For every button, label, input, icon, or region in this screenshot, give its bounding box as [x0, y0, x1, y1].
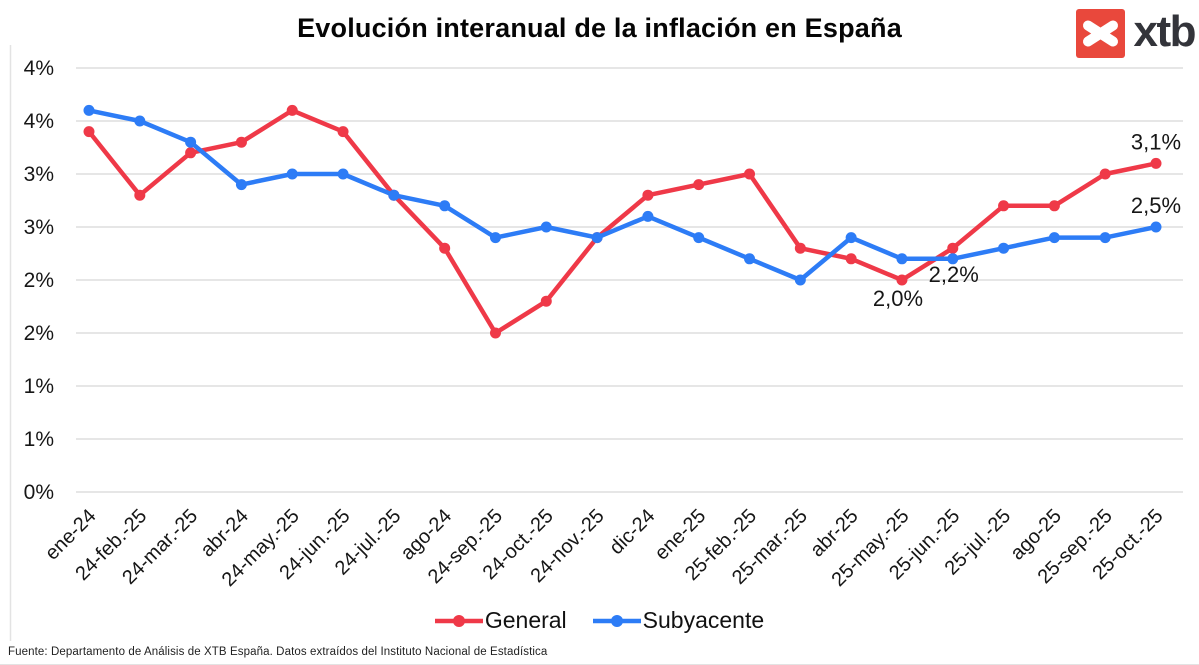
chart-title: Evolución interanual de la inflación en …	[297, 13, 902, 43]
data-point-general	[83, 126, 95, 138]
data-point-general	[337, 126, 349, 138]
data-point-general	[744, 168, 756, 180]
chart-legend: General Subyacente	[0, 607, 1199, 634]
y-axis-tick-label: 3%	[24, 216, 54, 239]
series-line-subyacente	[86, 108, 1159, 283]
data-point-subyacente	[540, 221, 552, 233]
xtb-logo-text: xtb	[1133, 6, 1197, 56]
data-point-subyacente	[947, 253, 959, 265]
data-point-subyacente	[388, 189, 400, 201]
data-point-general	[1048, 200, 1060, 212]
y-axis-tick-label: 1%	[24, 428, 54, 451]
data-point-general	[235, 136, 247, 148]
data-point-general	[896, 274, 908, 286]
y-axis-tick-label: 2%	[24, 269, 54, 292]
data-point-general	[693, 179, 705, 191]
data-point-general	[845, 253, 857, 265]
data-point-general	[540, 295, 552, 307]
data-point-general	[439, 242, 451, 254]
source-note: Fuente: Departamento de Análisis de XTB …	[8, 646, 548, 658]
data-point-general	[1099, 168, 1111, 180]
legend-item-general: General	[434, 607, 567, 634]
data-point-general	[286, 104, 298, 116]
data-point-general	[947, 242, 959, 254]
data-point-subyacente	[845, 232, 857, 244]
data-point-subyacente	[489, 232, 501, 244]
data-point-subyacente	[744, 253, 756, 265]
y-axis-tick-label: 4%	[24, 57, 54, 80]
annotation-subyacente: 2,2%	[929, 262, 979, 287]
legend-label-subyacente: Subyacente	[642, 607, 765, 633]
data-point-subyacente	[439, 200, 451, 212]
data-point-subyacente	[1150, 221, 1162, 233]
data-point-subyacente	[642, 210, 654, 222]
data-point-subyacente	[998, 242, 1010, 254]
data-point-subyacente	[337, 168, 349, 180]
data-point-general	[998, 200, 1010, 212]
data-point-general	[642, 189, 654, 201]
xtb-logo: xtb	[1075, 6, 1197, 58]
data-point-subyacente	[235, 179, 247, 191]
y-axis-tick-label: 3%	[24, 163, 54, 186]
series-line-general	[86, 108, 1159, 336]
y-axis-tick-label: 0%	[24, 481, 54, 504]
data-point-subyacente	[185, 136, 197, 148]
y-axis-tick-label: 2%	[24, 322, 54, 345]
data-point-subyacente	[83, 104, 95, 116]
data-point-general	[489, 327, 501, 339]
data-point-general	[185, 147, 197, 159]
legend-marker-general-icon	[434, 614, 483, 627]
y-axis-tick-label: 1%	[24, 375, 54, 398]
data-point-general	[1150, 157, 1162, 169]
legend-marker-subyacente-icon	[592, 614, 641, 627]
data-point-subyacente	[693, 232, 705, 244]
annotation-subyacente: 2,5%	[1131, 193, 1181, 218]
data-point-subyacente	[1099, 232, 1111, 244]
annotation-general: 3,1%	[1131, 129, 1181, 154]
xtb-x-icon	[1075, 9, 1125, 58]
data-point-subyacente	[794, 274, 806, 286]
data-point-subyacente	[1048, 232, 1060, 244]
y-axis-tick-label: 4%	[24, 110, 54, 133]
data-point-subyacente	[286, 168, 298, 180]
data-point-subyacente	[896, 253, 908, 265]
legend-item-subyacente: Subyacente	[592, 607, 765, 634]
legend-label-general: General	[484, 607, 567, 633]
data-point-subyacente	[591, 232, 603, 244]
annotation-general: 2,0%	[873, 286, 923, 311]
data-point-subyacente	[134, 115, 146, 127]
data-point-general	[134, 189, 146, 201]
data-point-general	[794, 242, 806, 254]
